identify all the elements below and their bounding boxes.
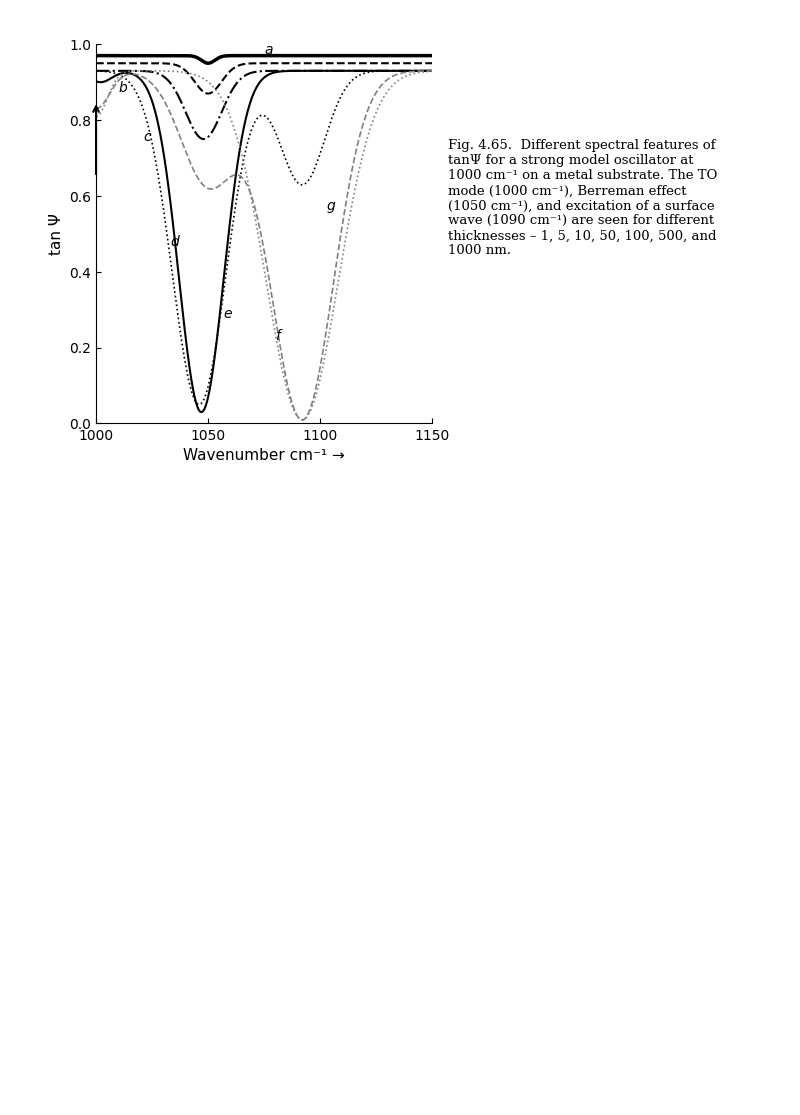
- Text: c: c: [143, 130, 150, 144]
- Text: g: g: [326, 198, 335, 213]
- Text: f: f: [275, 329, 280, 343]
- Y-axis label: tan Ψ: tan Ψ: [49, 213, 63, 255]
- Text: d: d: [170, 234, 178, 249]
- X-axis label: Wavenumber cm⁻¹ →: Wavenumber cm⁻¹ →: [183, 448, 345, 463]
- Text: Fig. 4.65.  Different spectral features of
tanΨ for a strong model oscillator at: Fig. 4.65. Different spectral features o…: [448, 139, 718, 258]
- Text: b: b: [118, 81, 127, 95]
- Text: e: e: [224, 307, 232, 320]
- Text: a: a: [264, 43, 273, 57]
